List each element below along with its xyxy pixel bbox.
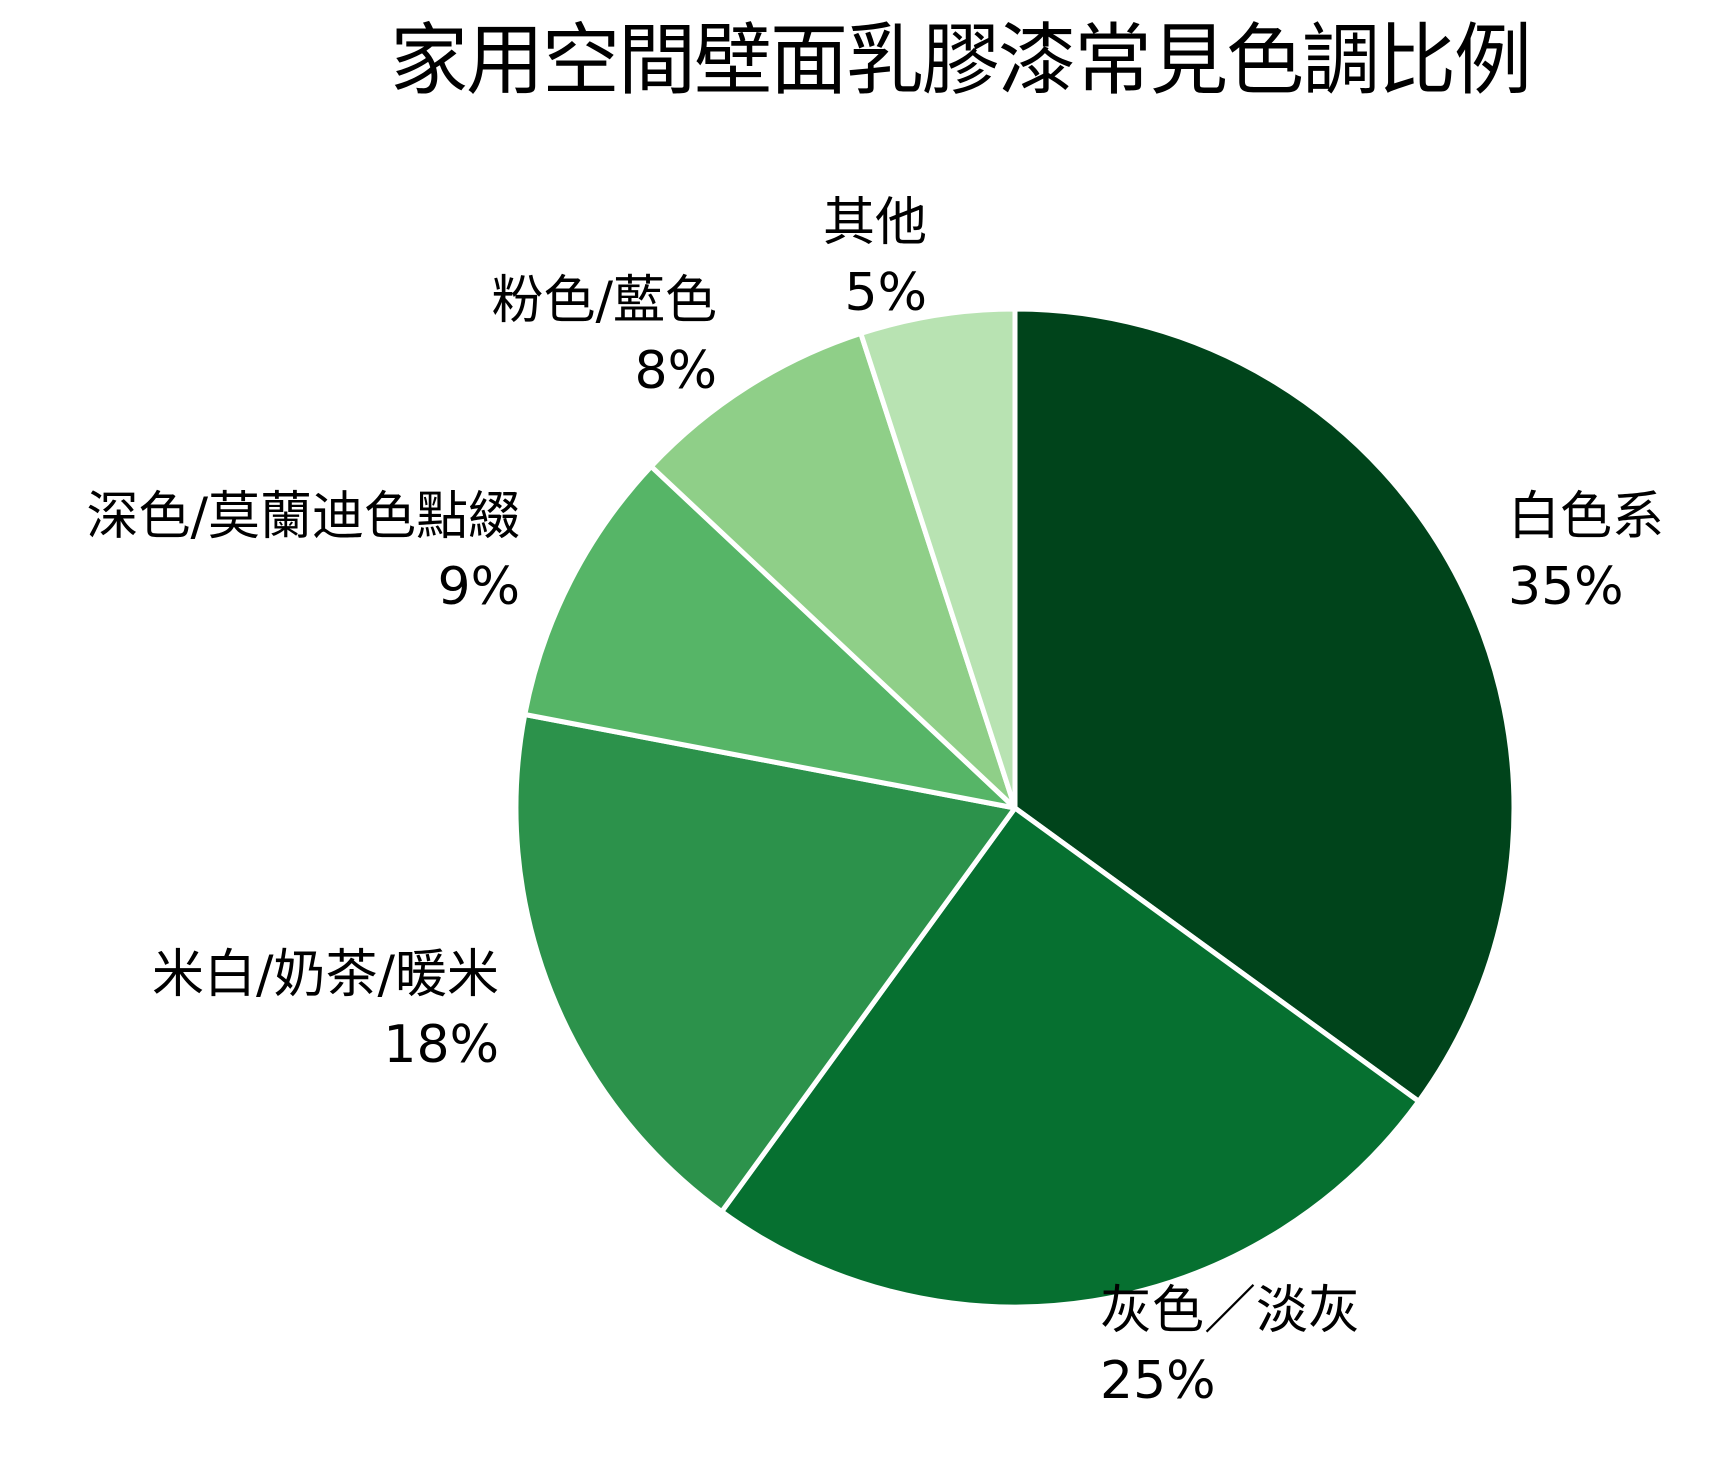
slice-beige (513, 712, 1018, 1215)
slice-other (858, 306, 1018, 811)
slice-dark-morandi (522, 463, 1018, 811)
label-dark-morandi: 深色/莫蘭迪色點綴 9% (86, 482, 520, 622)
label-white-name: 白色系 (1508, 487, 1665, 547)
label-gray: 灰色／淡灰 25% (1100, 1276, 1360, 1416)
chart-title: 家用空間壁面乳膠漆常見色調比例 (390, 16, 1532, 106)
label-beige-name: 米白/奶茶/暖米 (151, 945, 499, 1005)
label-other-pct: 5% (844, 263, 928, 323)
label-pink-blue-name: 粉色/藍色 (491, 271, 717, 331)
label-pink-blue-pct: 8% (634, 341, 718, 401)
label-dark-morandi-pct: 9% (437, 557, 521, 617)
label-dark-morandi-name: 深色/莫蘭迪色點綴 (86, 487, 520, 547)
label-white-pct: 35% (1508, 557, 1624, 617)
label-beige-pct: 18% (383, 1015, 499, 1075)
label-gray-pct: 25% (1100, 1351, 1216, 1411)
label-other: 其他 5% (823, 188, 927, 328)
label-gray-name: 灰色／淡灰 (1100, 1281, 1361, 1341)
slice-gray (719, 805, 1422, 1310)
label-white: 白色系 35% (1508, 482, 1664, 622)
slice-white (1012, 306, 1517, 1104)
label-pink-blue: 粉色/藍色 8% (491, 266, 717, 406)
label-other-name: 其他 (822, 193, 927, 253)
label-beige: 米白/奶茶/暖米 18% (152, 940, 499, 1080)
slice-pink-blue (648, 330, 1018, 811)
